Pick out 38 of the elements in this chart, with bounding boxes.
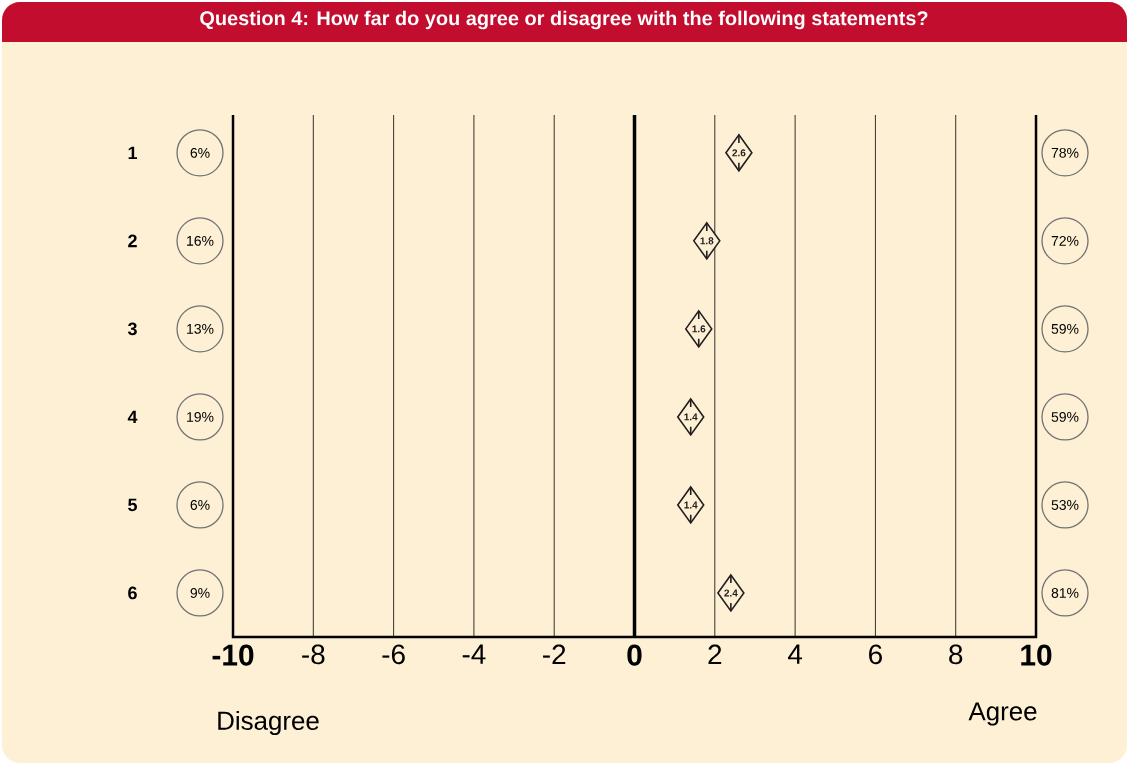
x-tick-label: -10: [212, 644, 254, 666]
y-tick-label: 6: [128, 586, 137, 600]
data-label: 2.4: [724, 589, 738, 597]
text: 81%: [1051, 588, 1079, 598]
x-tick-label: 0: [627, 644, 642, 666]
data-label: 2.6: [732, 149, 746, 157]
x-tick-label: -2: [543, 644, 566, 664]
chart-title: Question 4: How far do you agree or disagree with the following statements?: [200, 10, 928, 30]
y-tick-label: 2: [128, 234, 137, 248]
x-tick-label: -8: [302, 644, 325, 665]
text: 13%: [187, 323, 214, 334]
y-tick-label: 1: [128, 146, 137, 160]
y-tick-label: 5: [128, 498, 137, 512]
text: 6%: [190, 147, 210, 158]
text: 9%: [190, 588, 210, 598]
data-label: 1.6: [692, 325, 706, 333]
text: 16%: [187, 235, 214, 246]
data-label: 1.4: [684, 501, 698, 509]
y-tick-label: 4: [127, 410, 138, 424]
text: 72%: [1051, 235, 1079, 246]
y-tick-label: 3: [127, 322, 137, 336]
x-tick-label: 2: [708, 644, 722, 664]
text: Disagree: [218, 710, 319, 736]
text: 59%: [1051, 323, 1079, 334]
x-tick-label: 10: [1021, 644, 1052, 666]
text: 6%: [190, 500, 210, 510]
text: 59%: [1051, 411, 1079, 422]
text: 19%: [187, 411, 214, 422]
text: 53%: [1051, 500, 1079, 510]
text: 78%: [1051, 147, 1079, 158]
data-label: 1.8: [700, 237, 714, 245]
x-tick-label: -6: [382, 644, 405, 665]
x-tick-label: 4: [787, 644, 803, 664]
x-tick-label: 6: [869, 644, 882, 665]
x-tick-label: -4: [462, 644, 486, 664]
data-label: 1.4: [684, 413, 698, 421]
text: Agree: [968, 702, 1037, 726]
x-tick-label: 8: [949, 644, 963, 665]
